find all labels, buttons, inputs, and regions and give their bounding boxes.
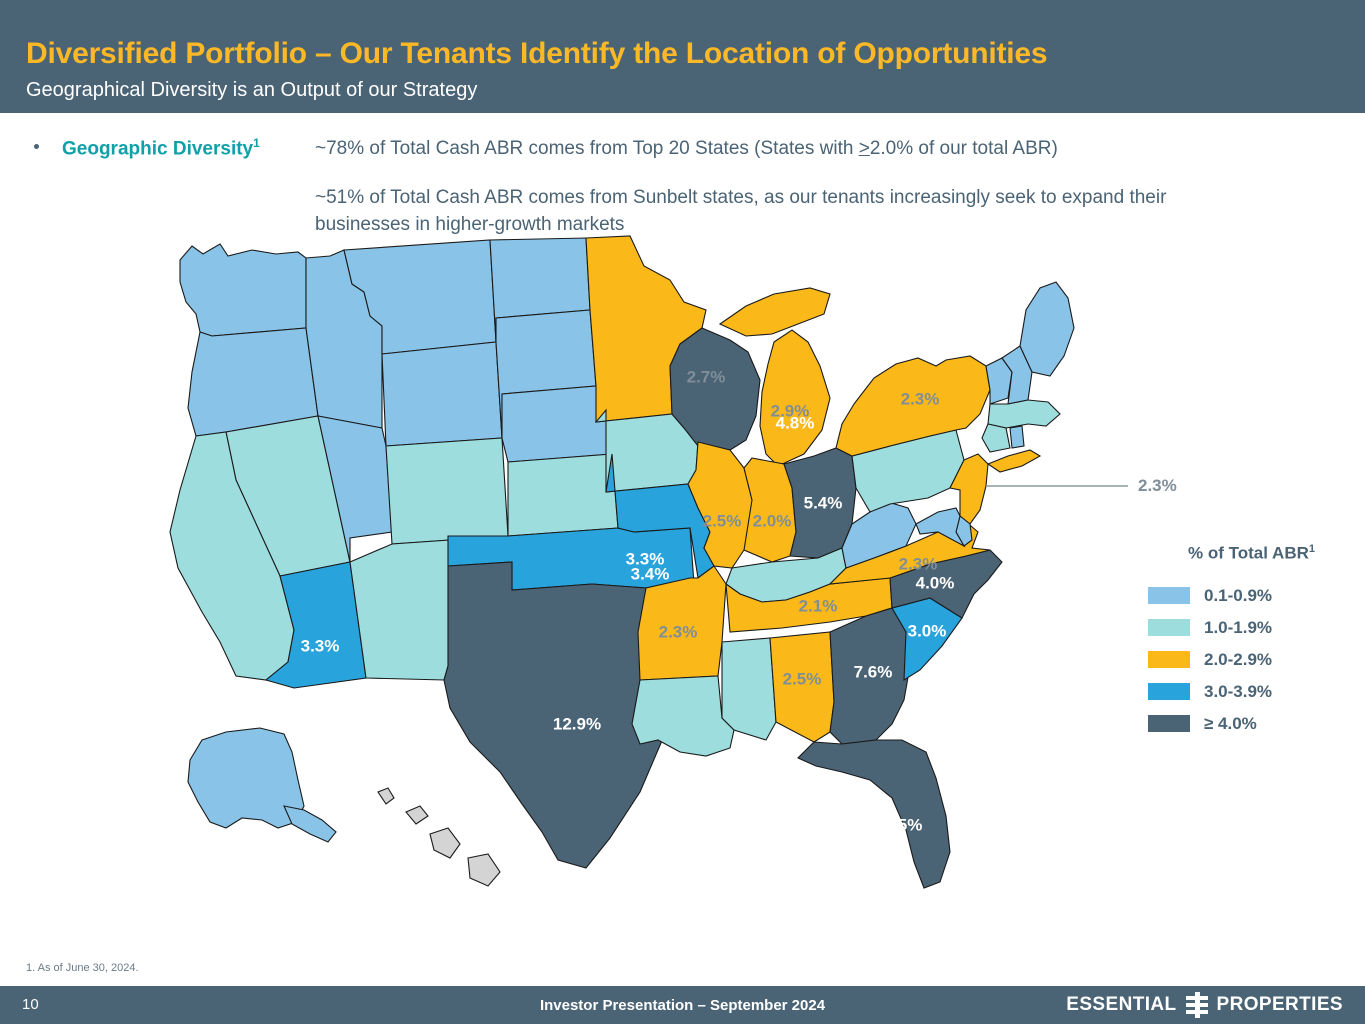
legend-label-0: 0.1-0.9%	[1204, 585, 1273, 605]
logo-mark-icon	[1185, 992, 1208, 1018]
page-number: 10	[22, 996, 39, 1013]
legend-label-2: 2.0-2.9%	[1204, 649, 1273, 669]
state-LA[interactable]	[631, 675, 735, 757]
map-label-GA: 7.6%	[854, 662, 893, 681]
bullet-label-text: Geographic Diversity	[62, 138, 254, 160]
footnote: 1. As of June 30, 2024.	[26, 962, 139, 974]
map-label-OH: 5.4%	[804, 493, 843, 512]
state-HI-3[interactable]	[429, 827, 461, 859]
state-RI[interactable]	[1009, 425, 1025, 449]
state-ME[interactable]	[1019, 281, 1075, 377]
page-title: Diversified Portfolio – Our Tenants Iden…	[26, 37, 1048, 70]
state-GA[interactable]	[829, 607, 911, 745]
state-MA[interactable]	[987, 399, 1061, 429]
map-label-AR: 2.3%	[659, 622, 698, 641]
map-label-IN: 2.0%	[753, 511, 792, 530]
map-label-MN: 2.7%	[687, 367, 726, 386]
state-MD[interactable]	[915, 507, 966, 548]
map-label-AL: 2.5%	[783, 669, 822, 688]
state-CO[interactable]	[385, 437, 509, 545]
legend-swatch-4	[1148, 715, 1190, 733]
state-MI-up[interactable]	[718, 287, 831, 337]
map-label-AZ: 3.3%	[301, 636, 340, 655]
map-label-NC: 4.0%	[916, 573, 955, 592]
bullet-line-1-pre: ~78% of Total Cash ABR comes from Top 20…	[315, 138, 859, 159]
map-legend: % of Total ABR1 0.1-0.9% 1.0-1.9% 2.0-2.…	[1148, 543, 1348, 740]
slide-header: Diversified Portfolio – Our Tenants Iden…	[0, 0, 1365, 113]
legend-label-3: 3.0-3.9%	[1204, 681, 1273, 701]
map-label-MI: 2.9%	[771, 401, 810, 420]
legend-label-1: 1.0-1.9%	[1204, 617, 1273, 637]
state-AK-tail[interactable]	[283, 805, 337, 843]
legend-title-footnote-ref: 1	[1308, 543, 1316, 555]
map-label-NJ-callout: 2.3%	[1138, 476, 1177, 495]
legend-title: % of Total ABR1	[1188, 543, 1348, 564]
state-AR[interactable]	[637, 565, 727, 681]
state-NY-longisland[interactable]	[986, 449, 1042, 473]
state-WA[interactable]	[179, 243, 307, 337]
company-logo: ESSENTIAL PROPERTIES	[1066, 992, 1343, 1018]
map-label-IL: 2.5%	[703, 511, 742, 530]
legend-item-1[interactable]: 1.0-1.9%	[1148, 612, 1348, 644]
slide-footer: 10 Investor Presentation – September 202…	[0, 986, 1365, 1024]
state-KS[interactable]	[507, 453, 619, 537]
state-CT[interactable]	[981, 423, 1011, 453]
bullet-line-1-gte-symbol: >	[858, 138, 870, 159]
state-MS[interactable]	[721, 637, 777, 741]
state-HI[interactable]	[377, 787, 395, 805]
legend-swatch-1	[1148, 619, 1190, 637]
bullet-line-1: ~78% of Total Cash ABR comes from Top 20…	[315, 138, 1058, 160]
state-NY[interactable]	[835, 355, 991, 457]
map-label-SC: 3.0%	[908, 621, 947, 640]
state-FL[interactable]	[797, 739, 951, 889]
state-HI-4[interactable]	[467, 853, 501, 887]
legend-label-4: ≥ 4.0%	[1204, 713, 1257, 733]
state-MI[interactable]	[759, 329, 831, 467]
legend-title-text: % of Total ABR	[1188, 543, 1309, 563]
map-label-TN: 2.1%	[799, 596, 838, 615]
state-WV[interactable]	[841, 501, 917, 569]
state-NJ[interactable]	[949, 453, 989, 525]
legend-items: 0.1-0.9% 1.0-1.9% 2.0-2.9% 3.0-3.9% ≥ 4.…	[1148, 580, 1348, 740]
map-label-NY: 2.3%	[901, 389, 940, 408]
legend-item-4[interactable]: ≥ 4.0%	[1148, 708, 1348, 740]
map-label-VA: 2.3%	[899, 554, 938, 573]
state-CA[interactable]	[169, 431, 295, 681]
bullet-label: Geographic Diversity1	[62, 136, 260, 160]
legend-item-2[interactable]: 2.0-2.9%	[1148, 644, 1348, 676]
footer-caption: Investor Presentation – September 2024	[539, 997, 826, 1014]
bullet-line-2: ~51% of Total Cash ABR comes from Sunbel…	[315, 187, 1167, 235]
bullet-dot-icon	[34, 144, 39, 149]
legend-swatch-2	[1148, 651, 1190, 669]
logo-word-properties: PROPERTIES	[1216, 994, 1343, 1015]
legend-item-3[interactable]: 3.0-3.9%	[1148, 676, 1348, 708]
map-label-FL: 6.5%	[884, 815, 923, 834]
state-HI-2[interactable]	[405, 805, 429, 825]
legend-item-0[interactable]: 0.1-0.9%	[1148, 580, 1348, 612]
map-svg: 2.7% 4.8% 2.9% 2.3% 2.5% 2.0% 5.4% 3.4% …	[169, 235, 1128, 889]
map-label-MO: 3.4%	[631, 564, 670, 583]
map-label-WI: 4.8%	[776, 413, 815, 432]
bullet-label-footnote-ref: 1	[253, 136, 260, 150]
state-WI[interactable]	[669, 327, 761, 451]
state-AK[interactable]	[187, 727, 305, 829]
bullet-line-1-post: 2.0% of our total ABR)	[869, 138, 1058, 159]
legend-swatch-0	[1148, 587, 1190, 605]
logo-word-essential: ESSENTIAL	[1066, 994, 1177, 1015]
page-subtitle: Geographical Diversity is an Output of o…	[26, 79, 478, 101]
legend-swatch-3	[1148, 683, 1190, 701]
us-choropleth-map: 2.7% 4.8% 2.9% 2.3% 2.5% 2.0% 5.4% 3.4% …	[30, 232, 1160, 912]
map-label-TX: 12.9%	[553, 714, 601, 733]
state-WY[interactable]	[381, 341, 503, 447]
map-label-OK: 3.3%	[626, 549, 665, 568]
